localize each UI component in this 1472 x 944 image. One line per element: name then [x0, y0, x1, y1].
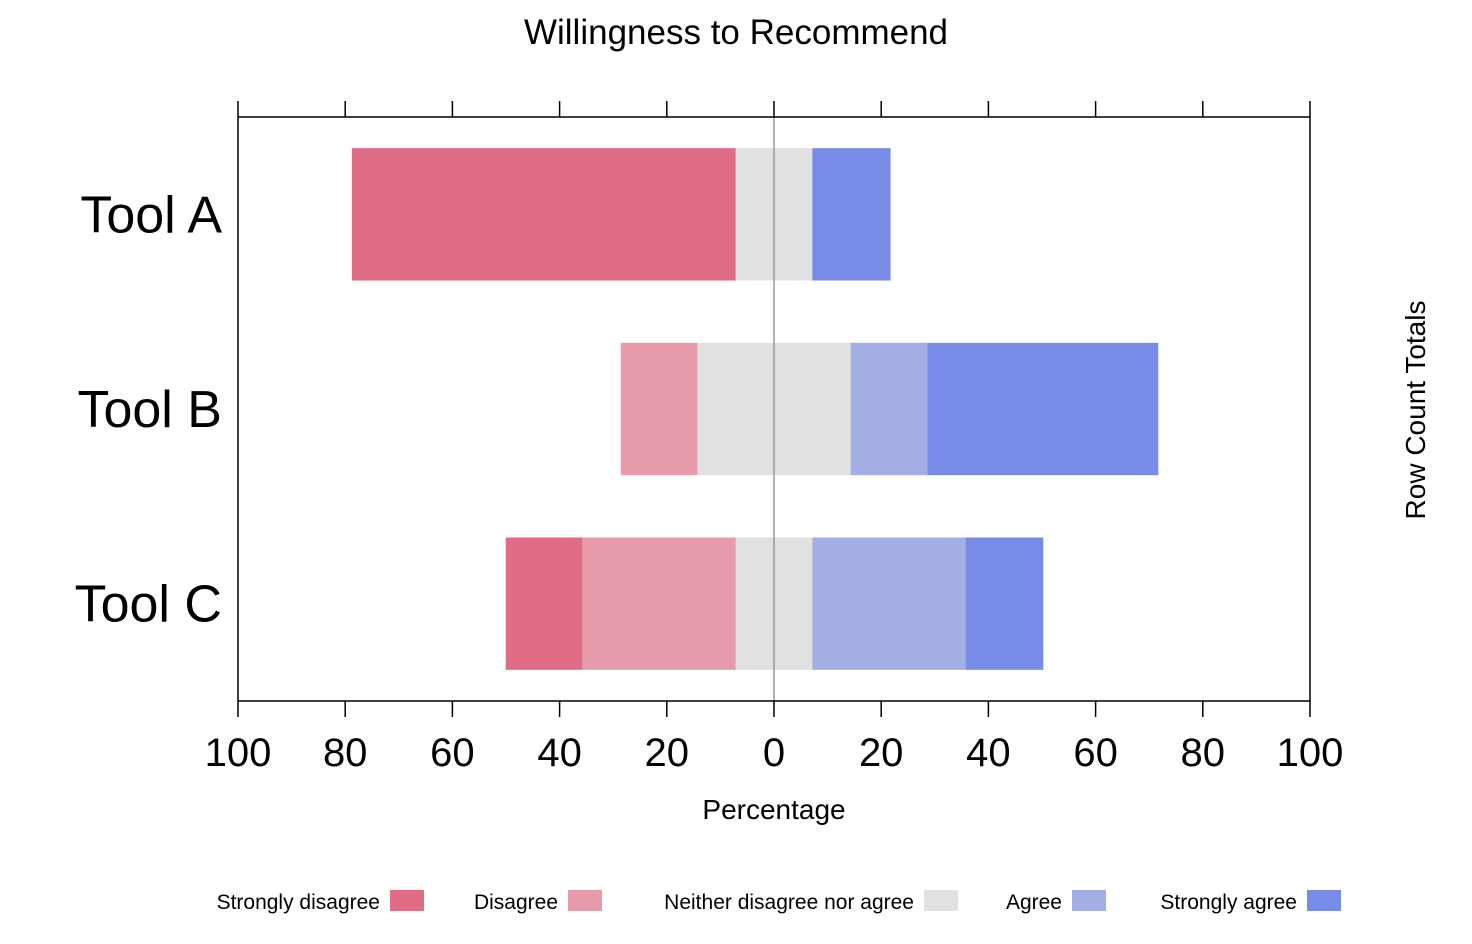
bar-segment	[812, 148, 891, 281]
category-label: Tool C	[75, 576, 222, 634]
ticks-group: 100 80 60 40 20 0 20 40 60 80 100	[205, 101, 1344, 775]
category-label: Tool A	[80, 186, 222, 244]
bar-segment	[582, 537, 736, 670]
legend-label: Agree	[1006, 891, 1062, 914]
bar-segment	[965, 537, 1044, 670]
legend-swatch	[568, 890, 602, 911]
bar-segment	[927, 342, 1159, 476]
x-tick-label: 80	[323, 731, 368, 775]
legend-label: Disagree	[474, 891, 558, 914]
x-axis-label: Percentage	[702, 794, 845, 825]
x-tick-label: 60	[1073, 731, 1118, 775]
category-label: Tool B	[77, 381, 222, 439]
x-tick-label: 40	[966, 731, 1011, 775]
x-tick-label: 60	[430, 731, 475, 775]
legend-swatch	[924, 890, 958, 911]
legend-swatch	[1307, 890, 1341, 911]
bar-segment	[505, 537, 583, 670]
chart-title: Willingness to Recommend	[524, 13, 948, 52]
legend-swatch	[390, 890, 424, 911]
x-tick-label: 0	[763, 731, 785, 775]
x-tick-label: 100	[205, 731, 272, 775]
category-labels: Tool A Tool B Tool C	[75, 186, 223, 633]
legend-label: Strongly agree	[1160, 891, 1297, 914]
bars-group	[351, 148, 1159, 670]
bar-segment	[812, 537, 966, 670]
legend: Strongly disagree Disagree Neither disagre…	[217, 890, 1341, 914]
legend-label: Neither disagree nor agree	[664, 891, 914, 914]
x-tick-label: 100	[1277, 731, 1344, 775]
legend-swatch	[1072, 890, 1106, 911]
bar-segment	[620, 342, 698, 476]
x-tick-label: 40	[537, 731, 582, 775]
bar-segment	[351, 148, 736, 281]
x-tick-label: 20	[859, 731, 904, 775]
x-tick-label: 20	[645, 731, 690, 775]
legend-label: Strongly disagree	[217, 891, 380, 914]
bar-segment	[850, 342, 928, 476]
right-axis-label: Row Count Totals	[1400, 301, 1431, 520]
x-tick-label: 80	[1181, 731, 1226, 775]
